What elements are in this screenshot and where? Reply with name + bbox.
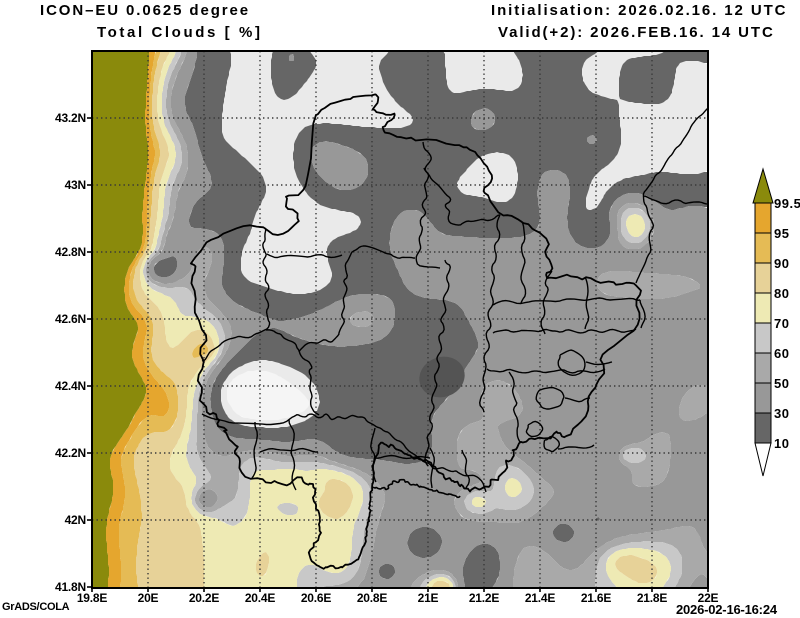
- svg-text:21.8E: 21.8E: [637, 591, 668, 605]
- svg-text:43N: 43N: [65, 178, 86, 192]
- svg-text:20E: 20E: [138, 591, 159, 605]
- svg-text:70: 70: [774, 316, 789, 331]
- svg-text:ICON–EU 0.0625 degree: ICON–EU 0.0625 degree: [40, 2, 250, 19]
- svg-text:2026-02-16-16:24: 2026-02-16-16:24: [676, 602, 778, 617]
- svg-text:42.4N: 42.4N: [55, 379, 86, 393]
- svg-text:10: 10: [774, 436, 789, 451]
- svg-text:20.8E: 20.8E: [357, 591, 388, 605]
- svg-text:95: 95: [774, 226, 789, 241]
- svg-text:Total Clouds [ %]: Total Clouds [ %]: [97, 24, 263, 41]
- svg-text:20.4E: 20.4E: [245, 591, 276, 605]
- svg-text:42N: 42N: [65, 513, 86, 527]
- svg-text:GrADS/COLA: GrADS/COLA: [2, 601, 70, 613]
- svg-text:90: 90: [774, 256, 789, 271]
- svg-text:41.8N: 41.8N: [55, 580, 86, 594]
- svg-text:22E: 22E: [698, 591, 719, 605]
- svg-text:99.5: 99.5: [774, 196, 800, 211]
- svg-text:Initialisation: 2026.02.16. 12: Initialisation: 2026.02.16. 12 UTC: [491, 2, 787, 19]
- svg-text:21.2E: 21.2E: [469, 591, 500, 605]
- svg-text:21.4E: 21.4E: [525, 591, 556, 605]
- svg-text:80: 80: [774, 286, 789, 301]
- svg-text:60: 60: [774, 346, 789, 361]
- svg-text:21.6E: 21.6E: [581, 591, 612, 605]
- svg-text:42.2N: 42.2N: [55, 446, 86, 460]
- svg-text:42.8N: 42.8N: [55, 245, 86, 259]
- svg-text:43.2N: 43.2N: [55, 111, 86, 125]
- svg-text:42.6N: 42.6N: [55, 312, 86, 326]
- svg-text:21E: 21E: [418, 591, 439, 605]
- svg-text:19.8E: 19.8E: [77, 591, 108, 605]
- svg-text:50: 50: [774, 376, 789, 391]
- svg-text:20.2E: 20.2E: [189, 591, 220, 605]
- svg-text:20.6E: 20.6E: [301, 591, 332, 605]
- svg-text:Valid(+2): 2026.FEB.16. 14 UTC: Valid(+2): 2026.FEB.16. 14 UTC: [498, 24, 775, 41]
- svg-text:30: 30: [774, 406, 789, 421]
